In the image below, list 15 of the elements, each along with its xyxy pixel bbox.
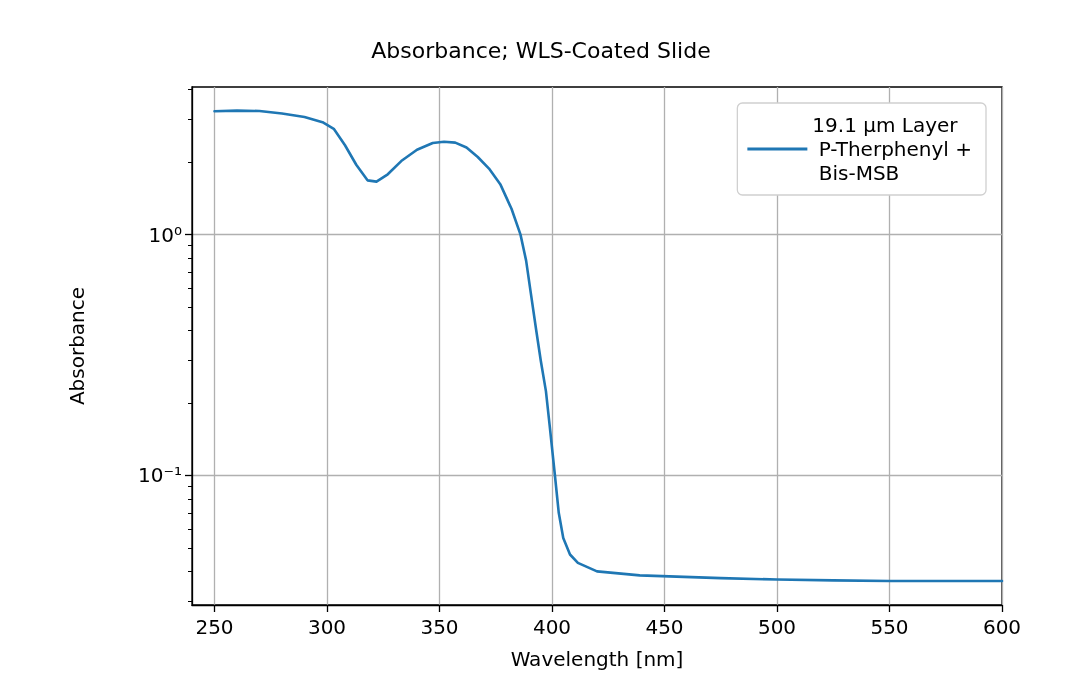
y-tick-label: 10⁻¹ <box>137 463 182 488</box>
legend-label: 19.1 µm Layer P-Therphenyl + Bis-MSB <box>812 113 972 185</box>
x-tick-label: 400 <box>532 615 572 639</box>
chart-title: Absorbance; WLS-Coated Slide <box>371 37 711 63</box>
x-tick-label: 500 <box>757 615 797 639</box>
line-series <box>213 109 1004 583</box>
x-tick-label: 450 <box>645 615 684 639</box>
x-tick-label: 250 <box>195 615 234 639</box>
x-tick-label: 600 <box>982 615 1022 639</box>
x-tick-label: 300 <box>307 615 347 639</box>
y-axis-title: Absorbance <box>65 286 89 406</box>
x-tick-label: 350 <box>420 615 459 639</box>
y-tick-label: 10⁰ <box>148 222 182 247</box>
x-axis-title: Wavelength [nm] <box>510 647 684 671</box>
x-tick-label: 550 <box>870 615 909 639</box>
